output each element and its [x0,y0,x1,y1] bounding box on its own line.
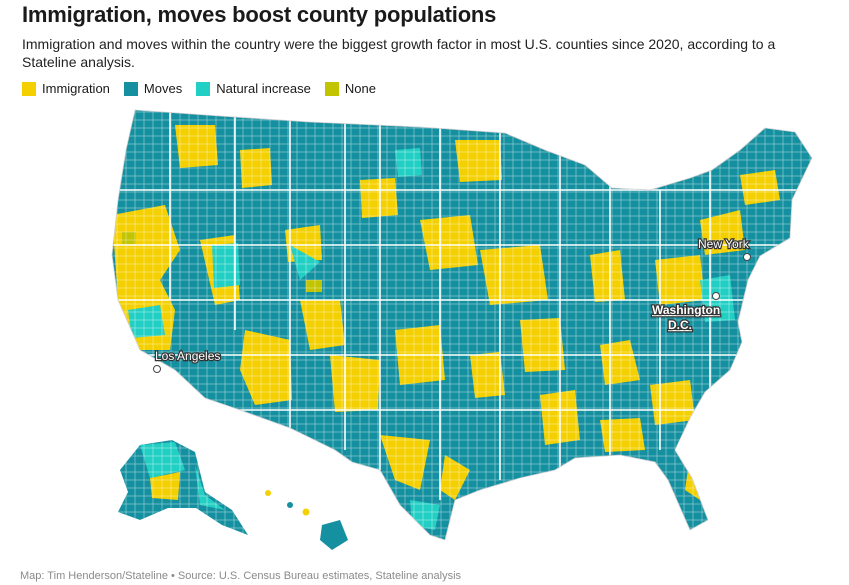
legend-item-natural-increase: Natural increase [196,81,311,96]
legend-label-natural-increase: Natural increase [216,81,311,96]
source-note: Map: Tim Henderson/Stateline • Source: U… [20,570,462,582]
legend-swatch-none [324,81,339,96]
alaska [118,440,248,535]
legend: Immigration Moves Natural increase None [22,81,376,96]
legend-label-none: None [344,81,376,96]
city-marker-los-angeles[interactable]: Los Angeles [153,348,222,373]
city-label-washington: Washington [652,303,720,317]
legend-item-none: None [324,81,376,96]
contiguous-us [112,110,812,540]
city-label-los-angeles: Los Angeles [155,349,220,363]
legend-label-immigration: Immigration [42,81,110,96]
hawaii [265,490,348,550]
chart-title: Immigration, moves boost county populati… [22,2,497,27]
legend-item-moves: Moves [123,81,183,96]
legend-label-moves: Moves [143,81,183,96]
chart-subtitle: Immigration and moves within the country… [22,36,776,70]
legend-swatch-immigration [22,81,36,96]
city-marker-new-york[interactable]: New York [697,236,751,261]
city-label-new-york: New York [698,237,750,251]
state-borders [112,110,812,500]
legend-swatch-moves [123,81,138,96]
legend-swatch-natural-increase [196,81,211,96]
city-label-dc: D.C. [668,318,692,332]
legend-item-immigration: Immigration [22,81,110,96]
us-county-map[interactable]: Los Angeles New York Washington D.C. [0,100,849,565]
city-marker-washington-dc[interactable]: Washington D.C. [651,292,721,333]
